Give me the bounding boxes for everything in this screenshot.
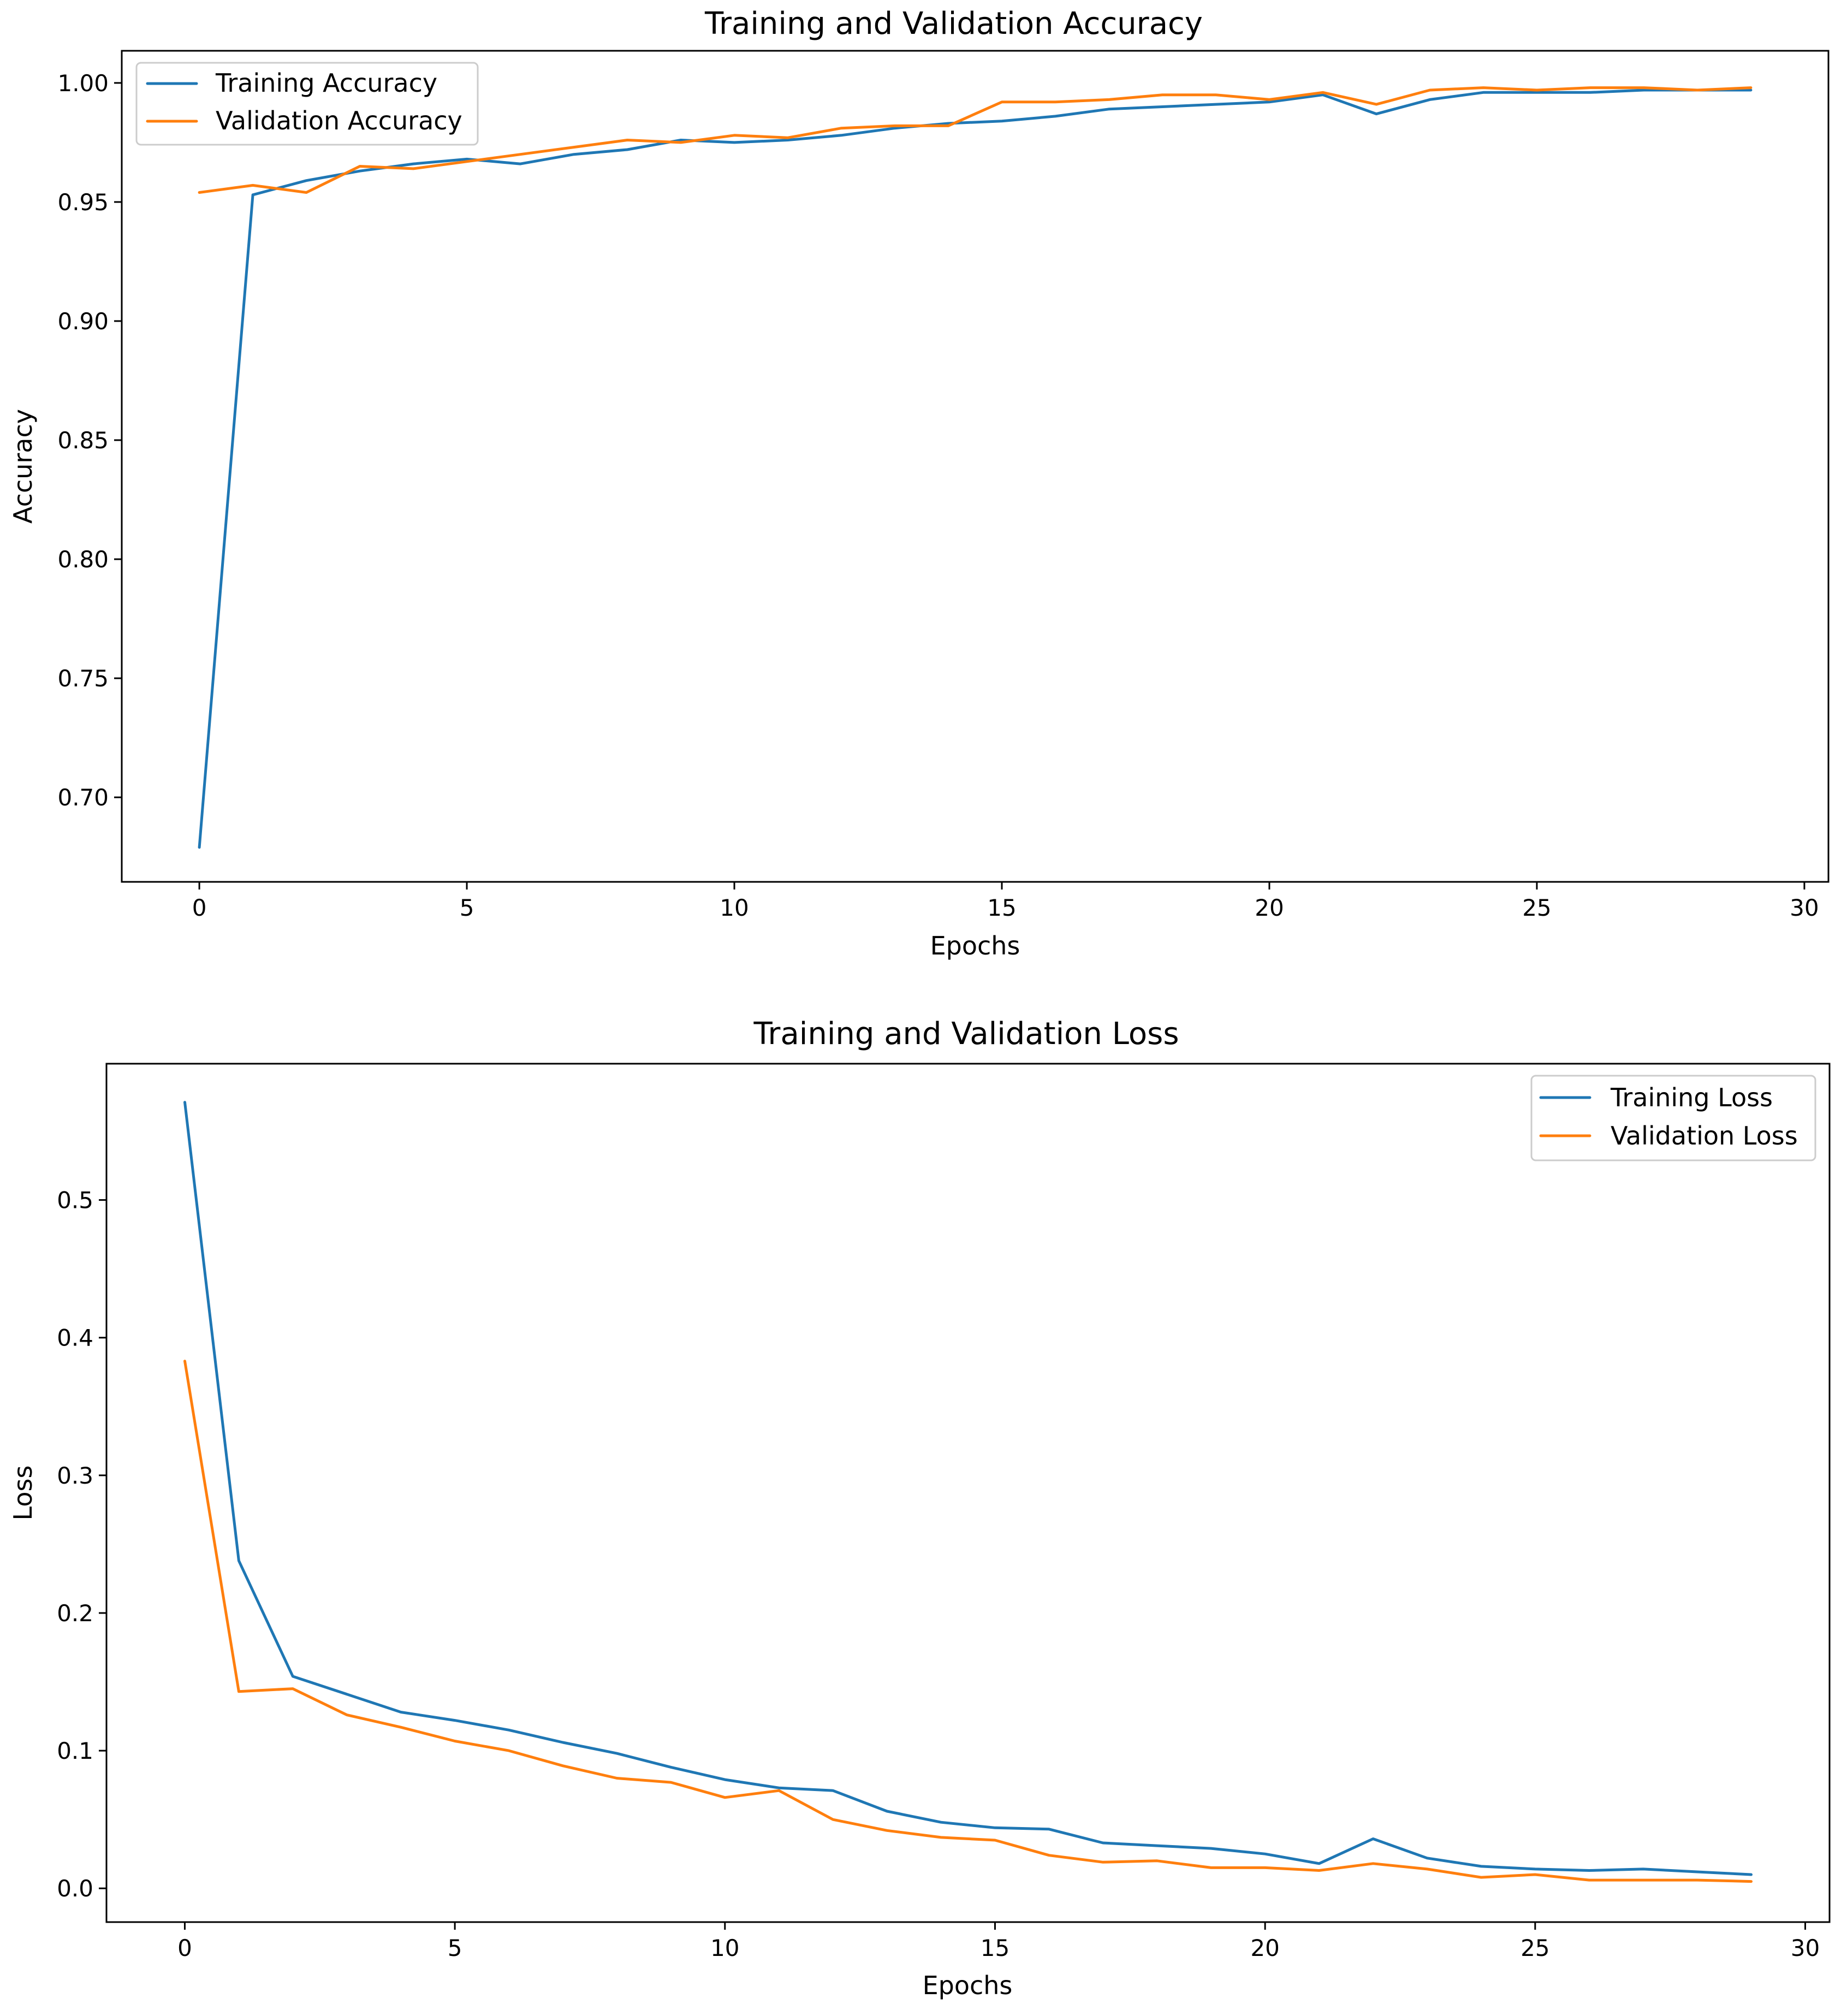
loss-x-axis-label: Epochs — [923, 1971, 1013, 2000]
loss-x-tick-label: 30 — [1791, 1935, 1820, 1961]
loss-ticks: 0 5 10 15 20 25 30 0.0 0.1 0.2 0.3 0.4 0.5 — [57, 1187, 1820, 1961]
accuracy-y-tick-label: 0.70 — [57, 784, 109, 811]
legend-label-validation-loss: Validation Loss — [1611, 1121, 1798, 1151]
loss-y-tick-label: 0.3 — [57, 1462, 93, 1489]
accuracy-chart-title: Training and Validation Accuracy — [704, 6, 1203, 41]
loss-y-tick-label: 0.1 — [57, 1738, 93, 1764]
accuracy-x-tick-label: 5 — [460, 894, 474, 921]
accuracy-y-tick-label: 0.75 — [57, 665, 109, 692]
accuracy-x-tick-label: 10 — [720, 894, 749, 921]
loss-series-lines — [185, 1102, 1751, 1882]
loss-chart: Training and Validation Loss 0 5 10 15 20 25 3… — [8, 1016, 1830, 2000]
accuracy-y-tick-label: 0.80 — [57, 546, 109, 573]
loss-x-tick-label: 20 — [1250, 1935, 1279, 1961]
loss-y-tick-label: 0.0 — [57, 1875, 93, 1902]
accuracy-x-tick-label: 0 — [192, 894, 207, 921]
accuracy-plot-frame — [122, 51, 1828, 882]
accuracy-x-tick-label: 25 — [1522, 894, 1551, 921]
loss-x-tick-label: 15 — [981, 1935, 1009, 1961]
loss-y-tick-label: 0.2 — [57, 1600, 93, 1627]
loss-x-tick-label: 10 — [710, 1935, 739, 1961]
series-line-validation-loss — [185, 1361, 1751, 1882]
loss-y-tick-label: 0.4 — [57, 1325, 93, 1351]
loss-legend: Training Loss Validation Loss — [1531, 1076, 1815, 1160]
accuracy-ticks: 0 5 10 15 20 25 30 0.70 0.75 0.80 0.85 0.90 0.95 1.00 — [57, 70, 1819, 921]
accuracy-y-axis-label: Accuracy — [8, 409, 38, 524]
accuracy-x-tick-label: 30 — [1790, 894, 1819, 921]
series-line-training-loss — [185, 1102, 1751, 1875]
accuracy-x-tick-label: 20 — [1255, 894, 1284, 921]
loss-plot-frame — [106, 1064, 1830, 1922]
loss-x-tick-label: 0 — [177, 1935, 192, 1961]
chart-canvas: Training and Validation Accuracy 0 5 10 15 2… — [0, 0, 1841, 2016]
loss-y-tick-label: 0.5 — [57, 1187, 93, 1214]
legend-label-training-accuracy: Training Accuracy — [215, 68, 437, 98]
loss-y-axis-label: Loss — [8, 1466, 38, 1521]
series-line-training-accuracy — [199, 90, 1751, 847]
legend-label-training-loss: Training Loss — [1610, 1083, 1773, 1112]
accuracy-x-tick-label: 15 — [987, 894, 1016, 921]
accuracy-series-lines — [199, 88, 1751, 847]
accuracy-y-tick-label: 0.90 — [57, 308, 109, 335]
accuracy-y-tick-label: 1.00 — [57, 70, 109, 97]
accuracy-y-tick-label: 0.95 — [57, 189, 109, 216]
accuracy-chart: Training and Validation Accuracy 0 5 10 15 2… — [8, 6, 1828, 960]
loss-x-tick-label: 5 — [448, 1935, 462, 1961]
accuracy-x-axis-label: Epochs — [930, 931, 1020, 960]
accuracy-legend: Training Accuracy Validation Accuracy — [136, 63, 478, 145]
accuracy-y-tick-label: 0.85 — [57, 427, 109, 454]
loss-chart-title: Training and Validation Loss — [753, 1016, 1179, 1052]
loss-x-tick-label: 25 — [1521, 1935, 1549, 1961]
legend-label-validation-accuracy: Validation Accuracy — [216, 106, 462, 135]
